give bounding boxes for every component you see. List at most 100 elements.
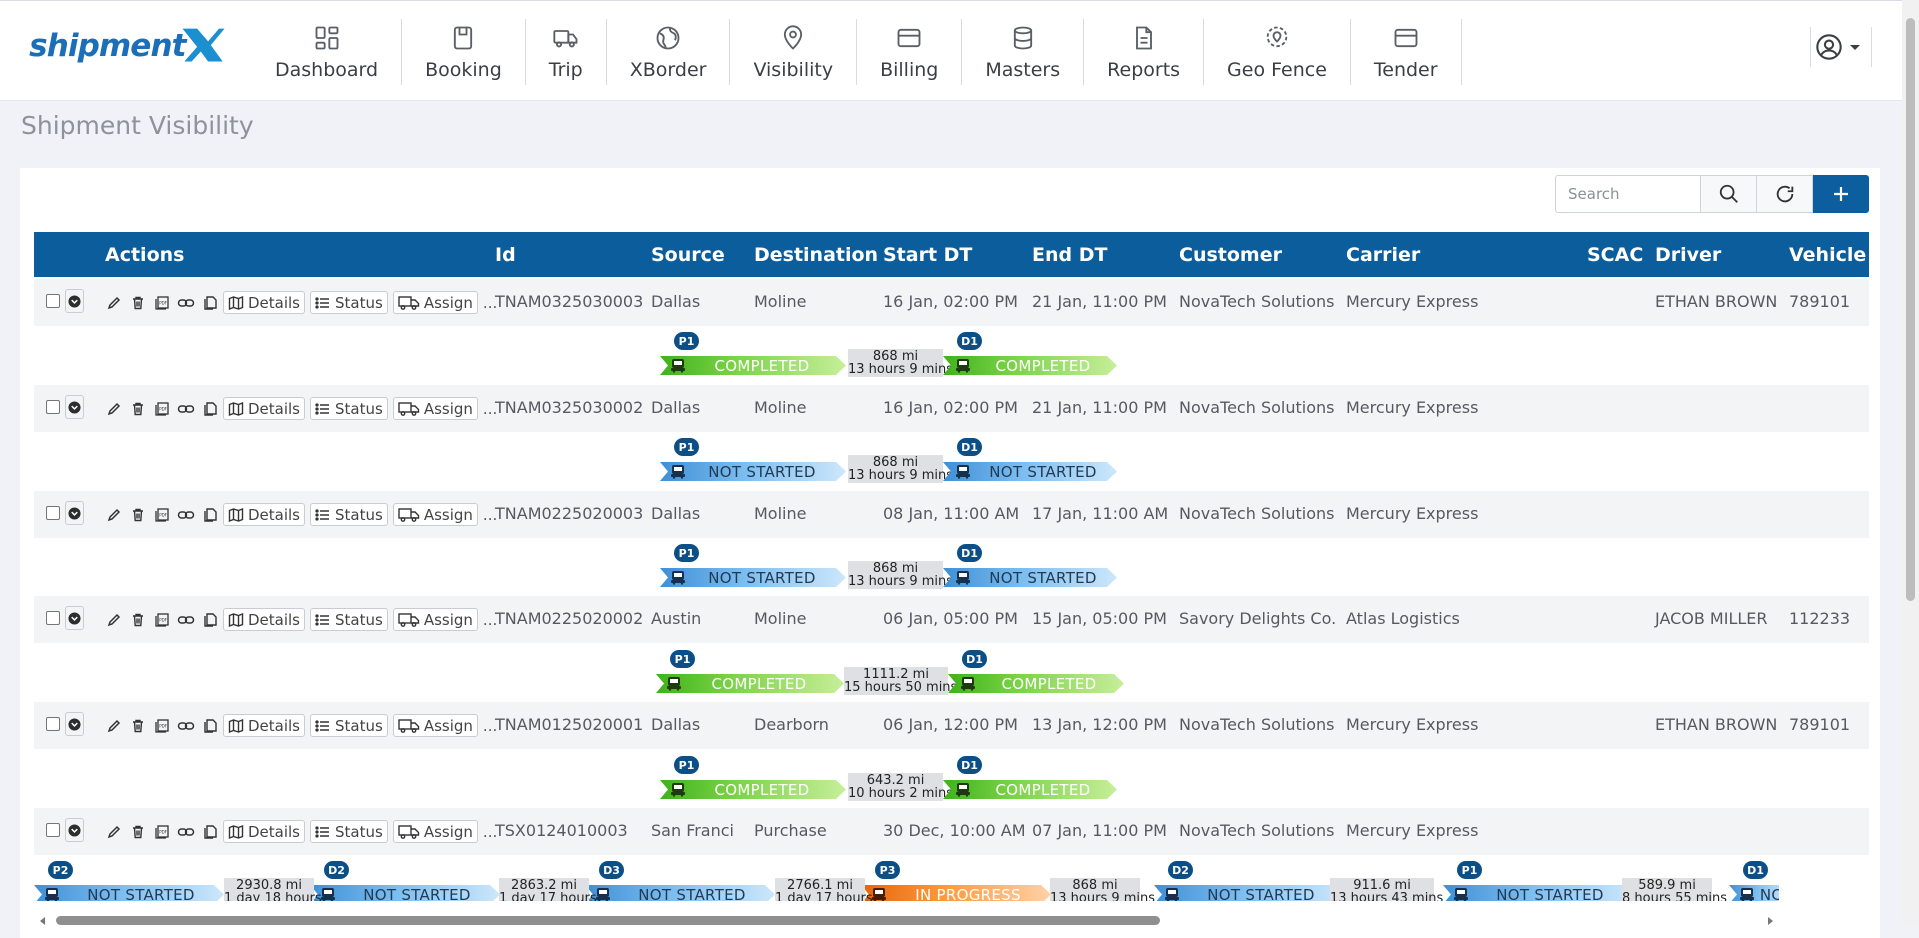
assign-button[interactable]: Assign <box>392 291 478 314</box>
edit-button[interactable] <box>103 397 125 420</box>
stop-badge[interactable]: D1 <box>1743 861 1768 879</box>
col-end-dt[interactable]: End DT <box>1032 244 1108 266</box>
row-checkbox[interactable] <box>46 506 60 520</box>
scroll-left-icon[interactable] <box>38 916 48 926</box>
nav-tender[interactable]: Tender <box>1351 19 1462 85</box>
row-checkbox[interactable] <box>46 717 60 731</box>
col-carrier[interactable]: Carrier <box>1346 244 1421 266</box>
delete-button[interactable] <box>127 397 149 420</box>
col-vehicle[interactable]: Vehicle <box>1789 244 1867 266</box>
horizontal-scroll-thumb[interactable] <box>56 916 1160 925</box>
status-button[interactable]: Status <box>310 291 388 314</box>
col-start-dt[interactable]: Start DT <box>883 244 973 266</box>
drop-status-bar[interactable]: NOT STARTED <box>943 568 1117 587</box>
nav-trip[interactable]: Trip <box>526 19 607 85</box>
more-actions[interactable]: ... <box>482 610 498 629</box>
expand-row-button[interactable] <box>65 712 84 736</box>
stop-badge[interactable]: P1 <box>1457 861 1482 879</box>
pdf-button[interactable]: PDF <box>151 714 173 737</box>
col-driver[interactable]: Driver <box>1655 244 1722 266</box>
stop-status-bar[interactable]: NOT STARTED <box>310 885 500 901</box>
pickup-status-bar[interactable]: NOT STARTED <box>660 568 846 587</box>
stop-badge[interactable]: P1 <box>670 650 695 668</box>
more-actions[interactable]: ... <box>482 293 498 312</box>
stop-badge[interactable]: D3 <box>599 861 624 879</box>
pickup-status-bar[interactable]: NOT STARTED <box>660 462 846 481</box>
search-button[interactable] <box>1701 175 1757 213</box>
stop-badge[interactable]: D1 <box>957 544 982 562</box>
row-checkbox[interactable] <box>46 400 60 414</box>
pickup-status-bar[interactable]: COMPLETED <box>656 674 844 693</box>
nav-visibility[interactable]: Visibility <box>730 19 858 85</box>
edit-button[interactable] <box>103 503 125 526</box>
stop-badge[interactable]: D2 <box>1168 861 1193 879</box>
details-button[interactable]: Details <box>223 397 306 420</box>
stop-badge[interactable]: P2 <box>48 861 73 879</box>
link-button[interactable] <box>175 820 197 843</box>
status-button[interactable]: Status <box>310 608 388 631</box>
pdf-button[interactable]: PDF <box>151 820 173 843</box>
shipmentx-logo[interactable]: shipment <box>20 25 230 67</box>
assign-button[interactable]: Assign <box>392 714 478 737</box>
assign-button[interactable]: Assign <box>392 397 478 420</box>
status-button[interactable]: Status <box>310 714 388 737</box>
nav-dashboard[interactable]: Dashboard <box>252 19 403 85</box>
stop-badge[interactable]: P1 <box>674 544 699 562</box>
nav-xborder[interactable]: XBorder <box>607 19 731 85</box>
link-button[interactable] <box>175 714 197 737</box>
details-button[interactable]: Details <box>223 820 306 843</box>
stop-badge[interactable]: D1 <box>957 438 982 456</box>
more-actions[interactable]: ... <box>482 716 498 735</box>
row-checkbox[interactable] <box>46 611 60 625</box>
vertical-scrollbar[interactable] <box>1902 0 1919 926</box>
stop-status-bar[interactable]: NOT STARTED <box>1443 885 1633 901</box>
stop-badge[interactable]: D1 <box>962 650 987 668</box>
nav-booking[interactable]: Booking <box>402 19 526 85</box>
drop-status-bar[interactable]: NOT STARTED <box>943 462 1117 481</box>
col-source[interactable]: Source <box>651 244 725 266</box>
status-button[interactable]: Status <box>310 397 388 420</box>
edit-button[interactable] <box>103 714 125 737</box>
table-row[interactable]: PDF Details Status Assign... TNAM0125020001 D… <box>34 702 1869 749</box>
stop-status-bar[interactable]: NOT STARTED <box>1154 885 1344 901</box>
delete-button[interactable] <box>127 291 149 314</box>
delete-button[interactable] <box>127 608 149 631</box>
drop-status-bar[interactable]: COMPLETED <box>948 674 1124 693</box>
edit-button[interactable] <box>103 291 125 314</box>
expand-row-button[interactable] <box>65 501 84 525</box>
col-id[interactable]: Id <box>495 244 516 266</box>
stop-badge[interactable]: D1 <box>957 332 982 350</box>
delete-button[interactable] <box>127 714 149 737</box>
status-button[interactable]: Status <box>310 503 388 526</box>
copy-button[interactable] <box>199 714 221 737</box>
copy-button[interactable] <box>199 503 221 526</box>
pickup-status-bar[interactable]: COMPLETED <box>660 356 846 375</box>
delete-button[interactable] <box>127 820 149 843</box>
col-customer[interactable]: Customer <box>1179 244 1282 266</box>
copy-button[interactable] <box>199 820 221 843</box>
stop-badge[interactable]: P1 <box>674 756 699 774</box>
details-button[interactable]: Details <box>223 291 306 314</box>
stop-status-bar[interactable]: IN PROGRESS <box>861 885 1051 901</box>
copy-button[interactable] <box>199 608 221 631</box>
copy-button[interactable] <box>199 291 221 314</box>
expand-row-button[interactable] <box>65 818 84 842</box>
copy-button[interactable] <box>199 397 221 420</box>
col-destination[interactable]: Destination <box>754 244 879 266</box>
nav-billing[interactable]: Billing <box>857 19 963 85</box>
edit-button[interactable] <box>103 608 125 631</box>
stop-badge[interactable]: P1 <box>674 438 699 456</box>
row-checkbox[interactable] <box>46 294 60 308</box>
refresh-button[interactable] <box>1757 175 1813 213</box>
pdf-button[interactable]: PDF <box>151 608 173 631</box>
stop-badge[interactable]: P3 <box>875 861 900 879</box>
assign-button[interactable]: Assign <box>392 820 478 843</box>
nav-geofence[interactable]: Geo Fence <box>1204 19 1351 85</box>
scroll-right-icon[interactable] <box>1765 916 1775 926</box>
status-button[interactable]: Status <box>310 820 388 843</box>
link-button[interactable] <box>175 503 197 526</box>
details-button[interactable]: Details <box>223 503 306 526</box>
add-button[interactable] <box>1813 175 1869 213</box>
link-button[interactable] <box>175 397 197 420</box>
vertical-scroll-thumb[interactable] <box>1906 18 1915 601</box>
